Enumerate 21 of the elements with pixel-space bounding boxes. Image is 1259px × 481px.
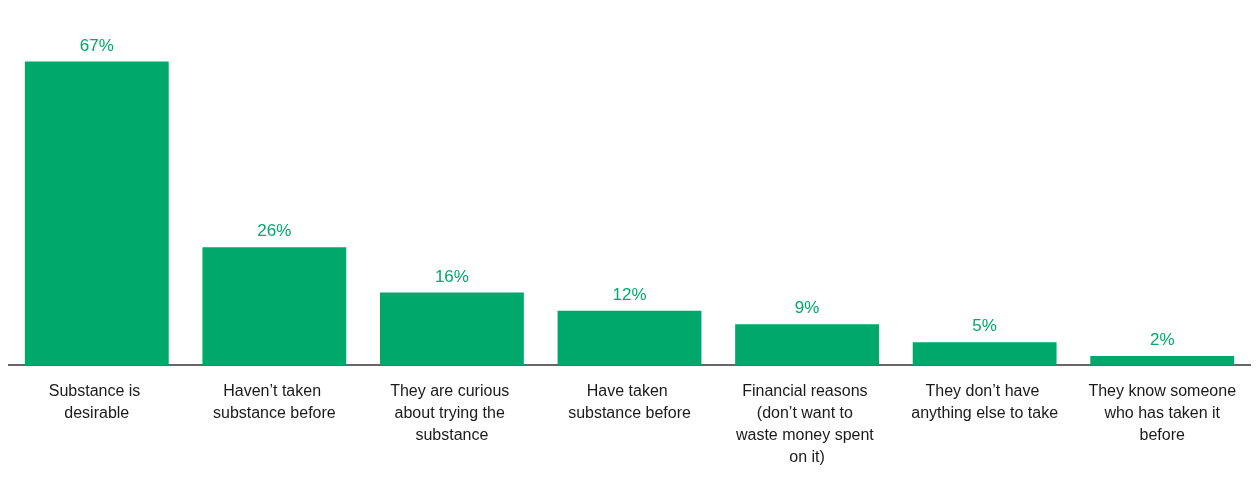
data-label: 67%	[79, 35, 114, 55]
data-label: 26%	[257, 221, 292, 241]
x-tick-label: Substance is desirable	[48, 381, 145, 421]
x-tick-label: They are curious about trying the substance	[390, 381, 514, 443]
bar	[735, 324, 879, 365]
x-tick-label: They know someone who has taken it before	[1088, 381, 1237, 443]
x-tick-label: Have taken substance before	[568, 381, 691, 421]
data-label: 16%	[434, 266, 469, 286]
bar	[202, 247, 347, 365]
x-tick-label: Financial reasons (don’t want to waste money spent on it)	[734, 381, 879, 465]
bar	[1090, 355, 1235, 365]
bar	[912, 342, 1057, 365]
data-label: 2%	[1149, 329, 1175, 349]
data-label: 9%	[794, 298, 820, 318]
x-tick-label: They don’t have anything else to take	[911, 381, 1059, 421]
data-label: 5%	[972, 316, 997, 336]
bar	[557, 310, 702, 365]
bar	[24, 61, 169, 365]
x-tick-label: Haven’t taken substance before	[212, 381, 336, 421]
data-label: 12%	[612, 284, 647, 304]
bar	[380, 292, 524, 365]
